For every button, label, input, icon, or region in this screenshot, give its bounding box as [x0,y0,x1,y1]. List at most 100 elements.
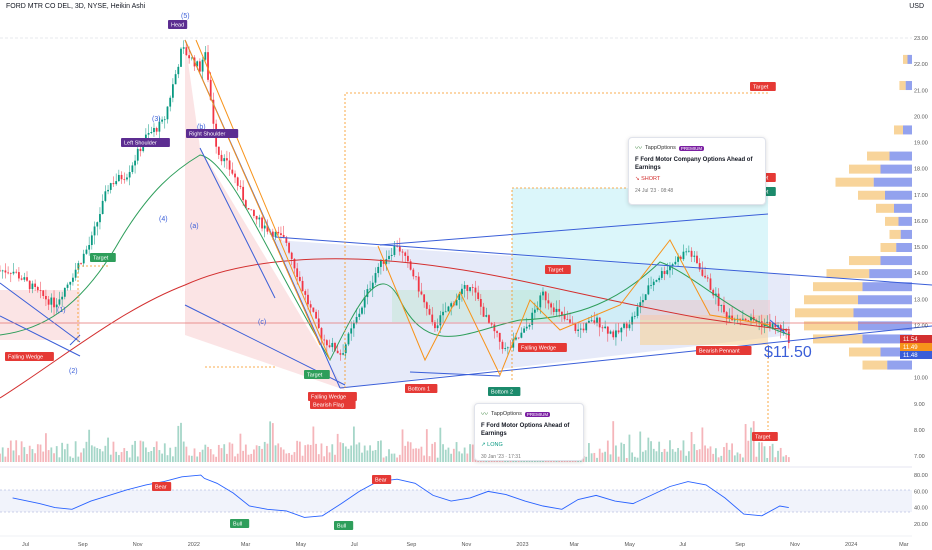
idea-card-long[interactable]: 〰 TappOptions PREMIUM F Ford Motor Options… [474,403,584,461]
volume-bar [1,447,4,462]
candle-body [447,306,450,312]
candle-body [642,300,644,303]
candle-body [147,133,150,135]
price-axis[interactable]: 23.00 22.00 21.00 20.00 19.00 18.00 17.00 16.00… [914,36,928,460]
idea-title[interactable]: F Ford Motor Options Ahead of Earnings [481,423,570,437]
volume-bar [644,450,647,462]
candle-body [412,269,415,277]
candle-body [458,293,461,300]
volume-bar [585,456,588,462]
candle-body [344,344,347,354]
currency-label[interactable]: USD [909,3,924,10]
rsi-tick: 80.00 [914,473,928,479]
candle-body [558,308,561,312]
volume-bar [679,450,682,462]
price-tick: 7.00 [914,454,925,460]
vp-sell [862,360,888,370]
volume-bar [258,446,261,462]
volume-bar [296,440,299,462]
time-tick: Nov [790,542,800,548]
candle-body [112,183,115,185]
volume-bar [766,457,769,462]
candle-body [123,179,126,181]
volume-bar [650,441,652,462]
volume-bar [741,457,744,462]
rsi-tick: 40.00 [914,506,928,512]
volume-bar [247,454,250,462]
volume-bar [674,451,677,462]
vp-sell [849,164,881,174]
volume-bar [285,453,288,462]
candle-body [85,249,88,254]
vp-sell [899,81,906,91]
volume-bar [779,447,782,462]
idea-card-short[interactable]: 〰 TappOptions PREMIUM F Ford Motor Company… [628,137,766,205]
volume-bar [371,450,374,462]
volume-bar [358,442,361,462]
candle-body [150,132,153,134]
candle-body [725,312,728,319]
candle-body [663,271,666,275]
candle-body [544,291,547,301]
candle-body [420,291,423,295]
volume-bar [728,449,731,462]
volume-bar [752,421,755,462]
candle-body [517,337,520,339]
volume-bar [633,456,636,462]
candle-body [771,323,774,329]
volume-bar [234,456,236,462]
volume-bar [671,449,674,462]
vp-buy [887,360,912,370]
vp-buy [858,295,912,305]
candle-body [212,99,215,124]
candle-body [704,275,706,278]
volume-bar [69,456,72,462]
candle-body [555,308,558,313]
time-tick: May [624,542,635,548]
candle-body [401,251,404,253]
vp-sell [849,256,881,266]
candle-body [39,290,42,292]
candle-body [282,234,285,238]
volume-bar [4,456,7,462]
candle-body [180,48,182,67]
volume-bar [658,441,661,462]
candle-body [515,337,517,340]
time-tick: Mar [899,542,909,548]
candle-body [652,281,655,286]
candle-body [690,250,693,257]
candle-body [336,350,339,354]
left-shoulder-label-text: Left Shoulder [124,141,157,147]
target-label-text: Target [548,268,564,274]
falling-wedge-label [518,343,567,352]
volume-bar [455,442,458,462]
candle-body [671,264,674,266]
vp-buy [903,125,912,135]
tag-other-text: 11.48 [903,353,918,359]
volume-bar [593,452,596,462]
volume-bar [180,422,182,462]
volume-bar [636,457,639,462]
volume-bar [244,444,247,462]
candle-body [288,242,290,253]
idea-title[interactable]: F Ford Motor Company Options Ahead of Ea… [635,157,753,171]
target-label [752,432,778,441]
candle-body [660,271,663,278]
volume-bar [701,427,704,462]
candle-body [363,297,366,308]
candle-body [434,322,436,329]
candle-body [347,333,350,345]
candle-body [598,317,601,328]
volume-bar [277,443,280,462]
vp-buy [873,177,912,187]
volume-bar [598,448,601,462]
candle-body [528,324,531,327]
volume-bar [312,426,315,462]
candle-body [461,288,463,294]
candle-body [355,316,358,323]
volume-bar [26,453,28,462]
candle-body [223,158,226,162]
candle-body [50,297,53,305]
